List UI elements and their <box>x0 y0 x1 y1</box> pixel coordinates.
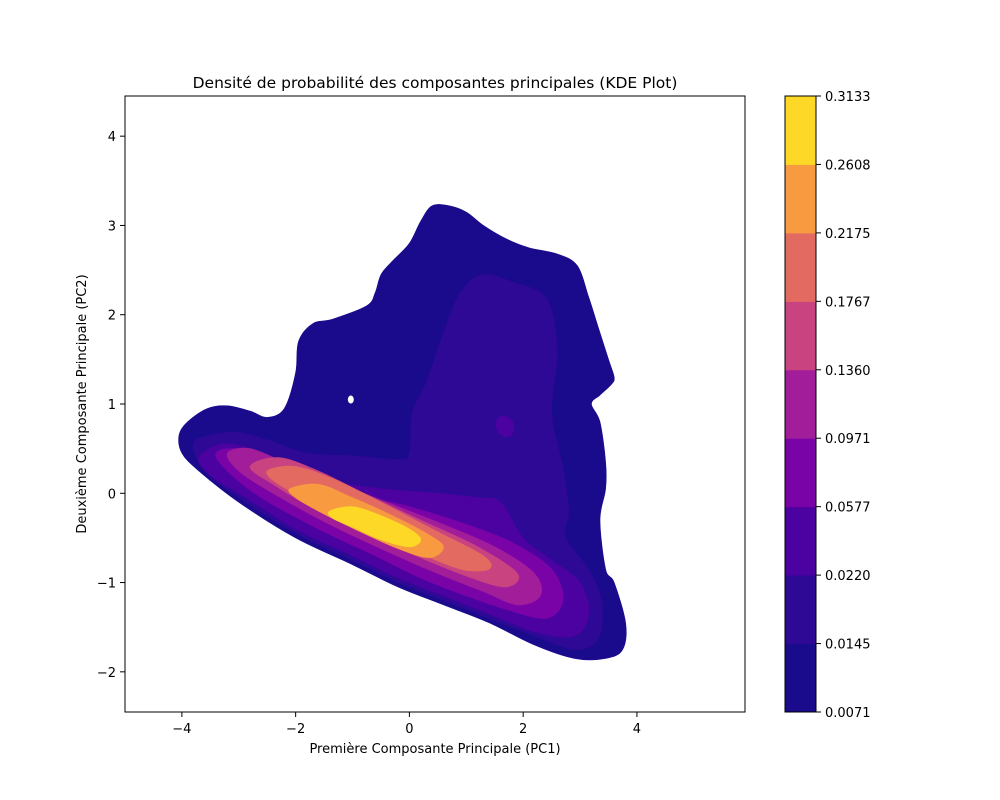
density-region-8 <box>327 506 422 548</box>
y-axis-label: Deuxième Composante Principale (PC2) <box>75 274 90 533</box>
colorbar-tick-label: 0.0071 <box>825 706 871 721</box>
colorbar-tick-label: 0.1360 <box>825 364 871 379</box>
y-tick-label: 0 <box>108 487 116 502</box>
colorbar-frame <box>784 95 817 713</box>
colorbar: 0.0071 0.0145 0.0220 0.0577 0.0971 0.1360 0.17… <box>784 90 871 721</box>
colorbar-band <box>785 438 816 508</box>
colorbar-band <box>785 232 816 302</box>
colorbar-tick-label: 0.0220 <box>825 569 871 584</box>
y-tick-label: −1 <box>97 577 116 592</box>
y-tick-label: 2 <box>108 309 116 324</box>
y-tick-label: 4 <box>108 130 116 145</box>
x-tick-label: 4 <box>633 722 641 737</box>
colorbar-tick-label: 0.0577 <box>825 501 871 516</box>
colorbar-tick-label: 0.0145 <box>825 638 871 653</box>
colorbar-band <box>785 369 816 439</box>
y-tick-label: 3 <box>108 219 116 234</box>
colorbar-tick-label: 0.0971 <box>825 432 871 447</box>
x-tick-label: 2 <box>519 722 527 737</box>
colorbar-band <box>785 506 816 576</box>
colorbar-band <box>785 96 816 165</box>
x-axis-ticks: −4 −2 0 2 4 <box>172 712 641 737</box>
density-bump <box>495 415 515 437</box>
colorbar-band <box>785 643 816 713</box>
x-tick-label: −4 <box>172 722 191 737</box>
colorbar-tick-label: 0.3133 <box>825 90 871 105</box>
chart-title: Densité de probabilité des composantes p… <box>193 74 678 92</box>
y-tick-label: 1 <box>108 398 116 413</box>
colorbar-band <box>785 575 816 645</box>
x-tick-label: −2 <box>286 722 305 737</box>
x-tick-label: 0 <box>405 722 413 737</box>
density-regions <box>178 204 627 661</box>
colorbar-tick-label: 0.1767 <box>825 295 871 310</box>
density-hole <box>347 395 354 404</box>
x-axis-label: Première Composante Principale (PC1) <box>309 742 560 757</box>
colorbar-tick-label: 0.2608 <box>825 158 871 173</box>
colorbar-band <box>785 164 816 234</box>
colorbar-band <box>785 301 816 371</box>
y-axis-ticks: −2 −1 0 1 2 3 4 <box>97 130 125 681</box>
y-tick-label: −2 <box>97 666 116 681</box>
colorbar-tick-label: 0.2175 <box>825 227 871 242</box>
